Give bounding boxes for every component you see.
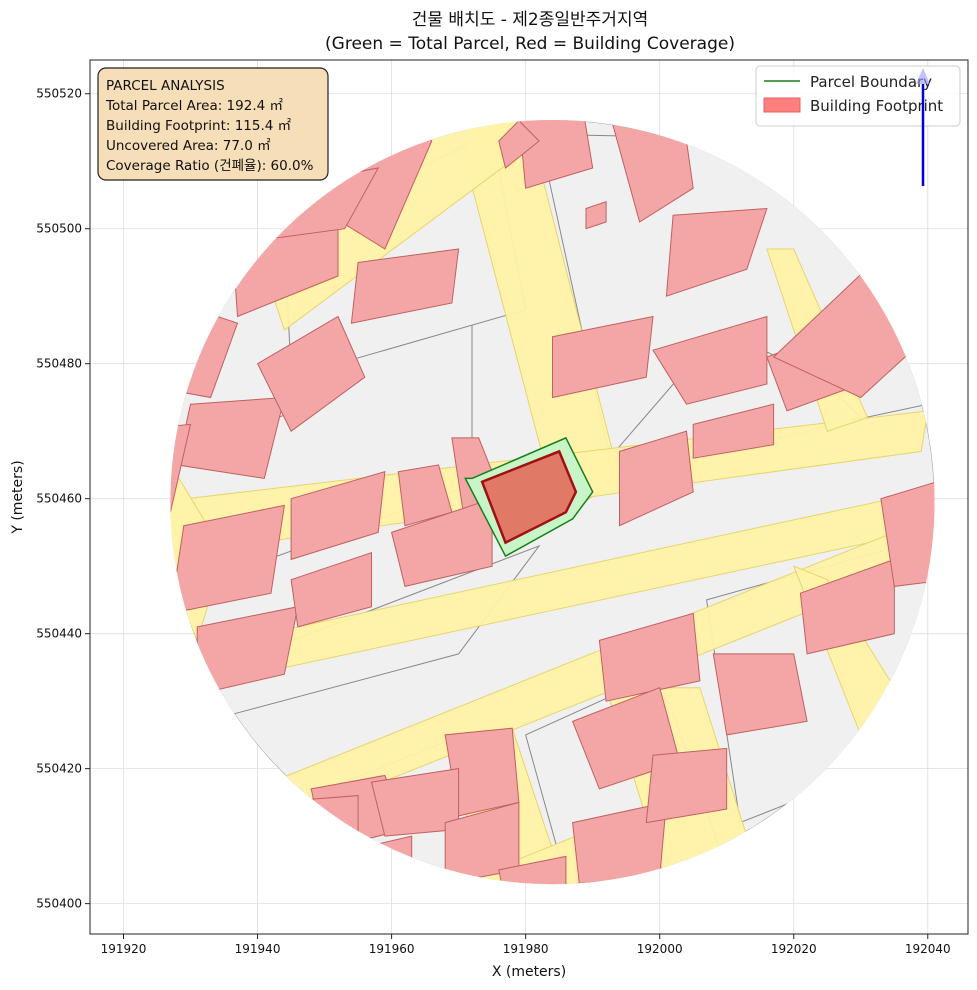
context-building [619,430,694,527]
context-building [692,403,775,459]
north-arrow-head-icon [916,68,930,84]
chart-title-line1: 건물 배치도 - 제2종일반주거지역 [412,10,648,30]
info-box: PARCEL ANALYSIS Total Parcel Area: 192.4… [97,67,329,181]
context-building [498,855,567,885]
y-tick-label: 550440 [36,627,82,641]
y-tick-label: 550400 [36,897,82,911]
target-building-footprint [480,449,578,545]
y-axis-label: Y (meters) [10,460,26,534]
context-building [324,835,413,885]
info-box-frame [97,67,329,181]
context-building [585,201,607,230]
context-building [256,315,366,432]
chart-title-line2: (Green = Total Parcel, Red = Building Co… [325,34,735,54]
context-building [511,120,594,189]
context-building [652,315,768,405]
legend: Parcel Boundary Building Footprint [755,65,961,127]
y-tick-label: 550500 [36,222,82,236]
context-building [498,120,540,169]
x-tick-label: 192000 [637,942,683,956]
x-axis-label: X (meters) [492,964,566,980]
x-tick-label: 191920 [101,942,147,956]
legend-building-label: Building Footprint [810,97,943,115]
context-building [391,498,493,587]
x-tick-label: 191960 [369,942,415,956]
context-building [552,315,654,399]
context-building [712,653,808,736]
context-building [598,612,701,702]
north-arrow [916,68,930,186]
context-building [256,821,326,885]
legend-frame [755,65,961,127]
y-tick-label: 550460 [36,492,82,506]
context-building [290,552,372,628]
info-line-heading: PARCEL ANALYSIS [106,78,225,94]
y-tick-label: 550520 [36,87,82,101]
context-building [350,248,460,324]
info-line-footprint: Building Footprint: 115.4 ㎡ [106,118,292,134]
axis-ticks: 191920 191940 191960 191980 192000 192020 1920… [36,87,951,956]
x-tick-label: 191940 [235,942,281,956]
context-building [270,795,359,851]
context-building [665,207,768,297]
x-tick-label: 192020 [771,942,817,956]
info-line-uncovered: Uncovered Area: 77.0 ㎡ [106,138,271,154]
context-building [645,747,728,824]
context-building [290,471,386,561]
context-building [799,558,895,655]
y-tick-label: 550420 [36,762,82,776]
plot-frame [89,59,969,935]
x-tick-label: 191980 [503,942,549,956]
x-tick-label: 192040 [905,942,951,956]
info-line-coverage: Coverage Ratio (건폐율): 60.0% [106,158,314,174]
legend-building-patch-icon [763,97,801,113]
legend-parcel-label: Parcel Boundary [810,73,932,91]
info-line-total-area: Total Parcel Area: 192.4 ㎡ [105,98,283,114]
y-tick-label: 550480 [36,357,82,371]
